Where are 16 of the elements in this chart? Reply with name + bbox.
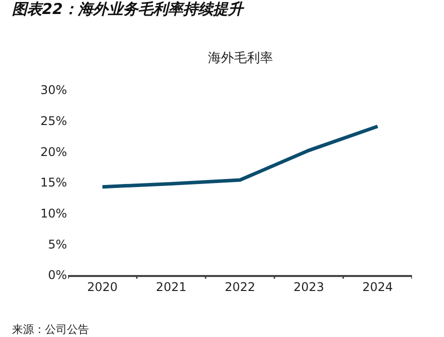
x-tick-label: 2021: [156, 280, 186, 294]
chart-subtitle: 海外毛利率: [208, 50, 273, 66]
y-tick-label: 20%: [40, 144, 67, 159]
x-tick-label: 2022: [224, 280, 256, 294]
x-tick-label: 2023: [294, 280, 324, 294]
source-note: 来源：公司公告: [12, 323, 89, 336]
line-series: [100, 124, 380, 189]
x-tick-label: 2024: [362, 280, 393, 294]
y-tick-label: 25%: [40, 114, 67, 128]
y-tick-label: 30%: [40, 83, 67, 98]
chart-title: 图表22：海外业务毛利率持续提升: [12, 0, 245, 18]
y-tick-label: 15%: [40, 176, 67, 190]
y-tick-label: 0%: [48, 268, 67, 282]
x-tick-label: 2020: [87, 280, 118, 294]
y-tick-label: 5%: [48, 237, 67, 252]
y-tick-label: 10%: [40, 206, 67, 221]
